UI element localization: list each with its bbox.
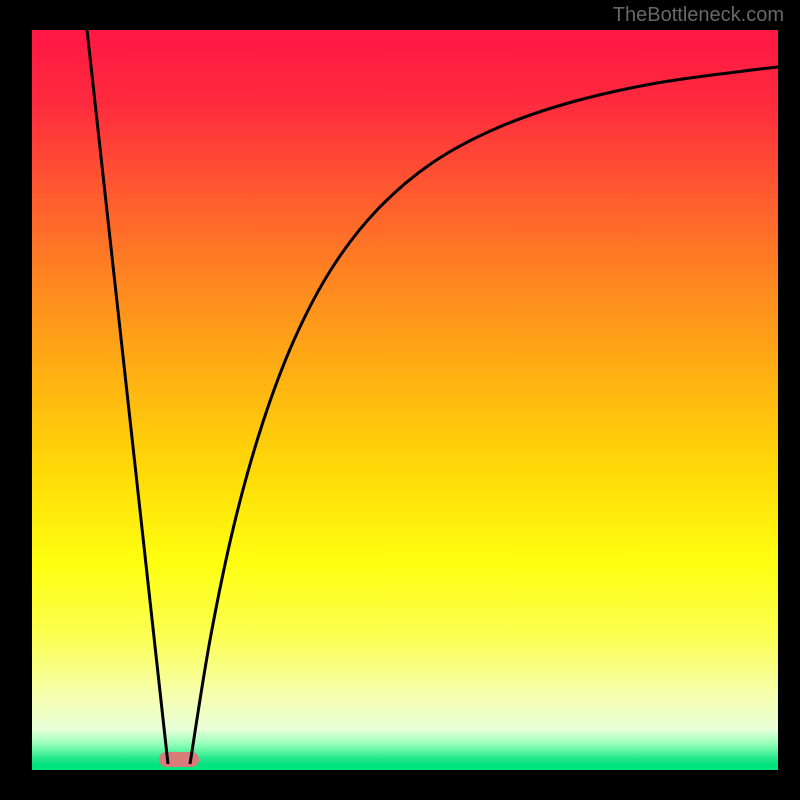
curve-overlay	[32, 30, 778, 770]
watermark-text: TheBottleneck.com	[613, 4, 784, 27]
plot-area	[32, 30, 778, 770]
chart-container: TheBottleneck.com	[0, 0, 800, 800]
right-v-curve	[190, 67, 778, 764]
left-v-line	[87, 30, 168, 764]
